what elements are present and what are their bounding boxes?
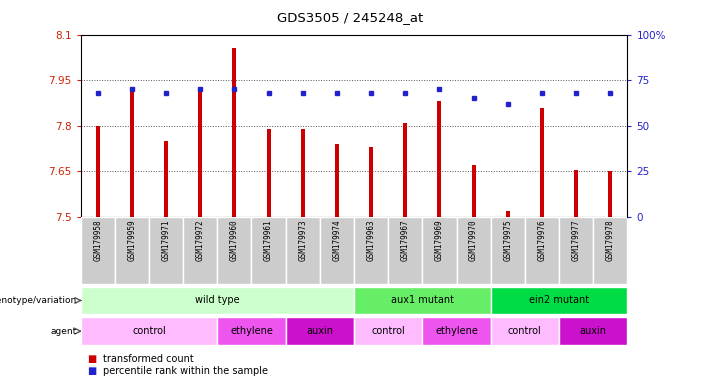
Text: GSM179972: GSM179972 [196,219,205,261]
Bar [320,217,354,284]
Text: GSM179959: GSM179959 [128,219,137,261]
Bar [491,217,525,284]
Bar [491,286,627,314]
Text: GSM179958: GSM179958 [93,219,102,261]
Text: wild type: wild type [195,295,240,306]
Bar [335,144,339,217]
Text: transformed count: transformed count [103,354,193,364]
Text: GSM179967: GSM179967 [401,219,410,261]
Bar [354,317,422,345]
Bar [183,217,217,284]
Text: agent: agent [51,327,77,336]
Text: auxin: auxin [580,326,607,336]
Text: GSM179973: GSM179973 [298,219,307,261]
Bar [217,317,286,345]
Bar [354,217,388,284]
Bar [593,217,627,284]
Text: control: control [372,326,405,336]
Bar [456,217,491,284]
Text: GSM179978: GSM179978 [606,219,615,261]
Text: aux1 mutant: aux1 mutant [391,295,454,306]
Bar [286,217,320,284]
Bar [437,101,442,217]
Bar [286,317,354,345]
Text: ethylene: ethylene [230,326,273,336]
Bar [81,317,217,345]
Bar [422,317,491,345]
Text: GSM179963: GSM179963 [367,219,376,261]
Bar [115,217,149,284]
Text: GSM179975: GSM179975 [503,219,512,261]
Text: GSM179960: GSM179960 [230,219,239,261]
Text: ein2 mutant: ein2 mutant [529,295,589,306]
Bar [422,217,456,284]
Text: GSM179961: GSM179961 [264,219,273,261]
Bar [608,171,613,217]
Text: GSM179976: GSM179976 [538,219,547,261]
Text: ■: ■ [88,366,97,376]
Text: ethylene: ethylene [435,326,478,336]
Bar [232,48,236,217]
Text: control: control [132,326,166,336]
Text: GSM179970: GSM179970 [469,219,478,261]
Bar [266,129,271,217]
Bar [559,217,593,284]
Bar [491,317,559,345]
Text: auxin: auxin [306,326,334,336]
Text: ■: ■ [88,354,97,364]
Bar [559,317,627,345]
Bar [198,89,203,217]
Bar [540,108,544,217]
Bar [81,286,354,314]
Text: GSM179974: GSM179974 [332,219,341,261]
Text: percentile rank within the sample: percentile rank within the sample [103,366,268,376]
Bar [354,286,491,314]
Text: GDS3505 / 245248_at: GDS3505 / 245248_at [278,12,423,25]
Bar [388,217,422,284]
Bar [525,217,559,284]
Text: GSM179971: GSM179971 [161,219,170,261]
Bar [505,211,510,217]
Bar [369,147,373,217]
Bar [472,165,476,217]
Text: GSM179969: GSM179969 [435,219,444,261]
Text: control: control [508,326,542,336]
Bar [149,217,183,284]
Bar [301,129,305,217]
Text: genotype/variation: genotype/variation [0,296,77,305]
Bar [252,217,286,284]
Bar [574,170,578,217]
Bar [164,141,168,217]
Text: GSM179977: GSM179977 [571,219,580,261]
Bar [81,217,115,284]
Bar [130,89,134,217]
Bar [95,126,100,217]
Bar [403,123,407,217]
Bar [217,217,252,284]
